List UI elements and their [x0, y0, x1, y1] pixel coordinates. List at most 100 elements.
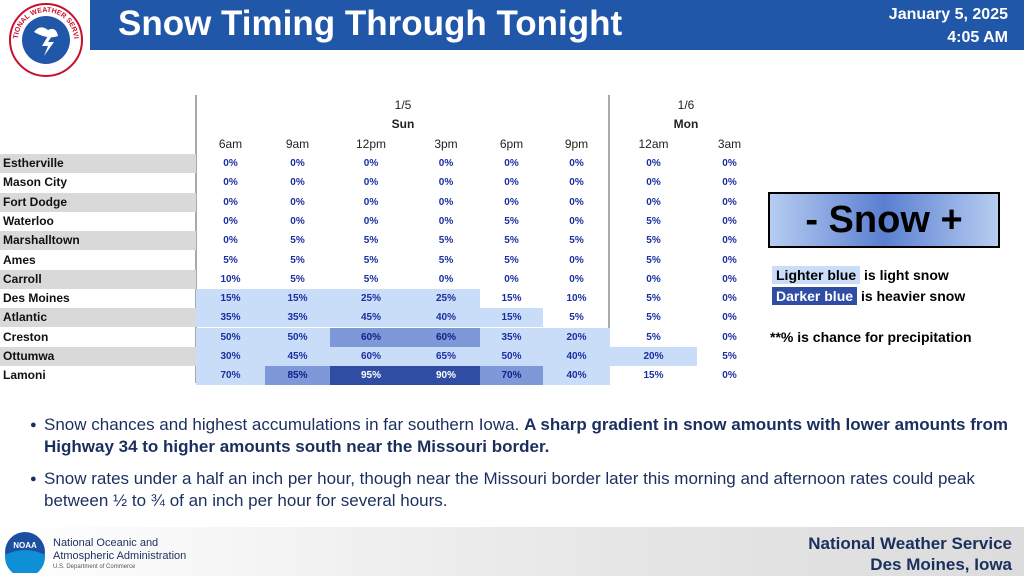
light-text: is light snow — [864, 267, 949, 283]
cell: 5% — [223, 254, 238, 266]
cell: 35% — [196, 308, 265, 328]
light-chip: Lighter blue — [772, 266, 861, 284]
footer-bar — [0, 527, 1024, 576]
cell: 50% — [196, 327, 265, 347]
cell: 85% — [265, 366, 330, 386]
dark-chip: Darker blue — [772, 287, 858, 305]
cell: 10% — [566, 293, 587, 305]
cell: 5% — [438, 235, 454, 247]
cell: 20% — [543, 327, 610, 347]
cell: 0% — [223, 158, 238, 169]
dept: U.S. Department of Commerce — [53, 564, 136, 570]
cell: 5% — [290, 254, 305, 266]
cell: 0% — [363, 196, 379, 208]
bullet-text: Snow chances and highest accumulations i… — [44, 414, 1014, 458]
cell: 0% — [722, 235, 737, 247]
cell: 5% — [569, 235, 584, 247]
cell: 0% — [722, 293, 737, 305]
row-label: Fort Dodge — [0, 192, 196, 212]
bullet-dot: ● — [30, 419, 37, 431]
cell: 90% — [412, 366, 480, 386]
cell: 20% — [610, 347, 697, 366]
org-line1: National Oceanic and — [53, 537, 159, 549]
cell: 0% — [223, 235, 238, 247]
cell: 25% — [412, 289, 480, 309]
cell: 5% — [290, 273, 305, 285]
cell: 25% — [330, 289, 412, 309]
cell: 15% — [196, 289, 265, 309]
cell: 0% — [569, 196, 584, 208]
cell: 0% — [290, 158, 305, 169]
noaa-logo: NOAA — [5, 532, 45, 573]
cell: 0% — [223, 215, 238, 227]
cell: 5% — [438, 254, 454, 266]
table-divider — [608, 95, 610, 383]
cell: 0% — [223, 177, 238, 189]
date: January 5, 2025 — [888, 6, 1008, 23]
cell: 40% — [543, 366, 610, 386]
time-header: 3am — [717, 137, 742, 151]
cell: 0% — [646, 158, 661, 169]
cell: 5% — [290, 235, 305, 247]
cell: 95% — [330, 366, 412, 386]
nws-logo: NATIONAL WEATHER SERVICE — [8, 2, 83, 77]
cell: 0% — [438, 158, 454, 169]
cell: 45% — [265, 347, 330, 366]
time-header: 12am — [638, 137, 669, 151]
cell: 0% — [504, 196, 519, 208]
cell: 0% — [569, 158, 584, 169]
cell: 0% — [363, 158, 379, 169]
cell: 5% — [504, 235, 519, 247]
cell: 0% — [363, 177, 379, 189]
cell: 5% — [646, 254, 661, 266]
time-header: 9am — [285, 137, 310, 151]
cell: 0% — [722, 215, 737, 227]
legend-note: **% is chance for precipitation — [770, 329, 972, 345]
day-header: Mon — [673, 117, 699, 131]
cell: 0% — [646, 196, 661, 208]
header-bar — [90, 0, 1024, 50]
cell: 5% — [646, 293, 661, 305]
bullet-plain: Snow chances and highest accumulations i… — [44, 415, 525, 434]
day-header: Sun — [391, 117, 415, 131]
cell: 0% — [438, 273, 454, 285]
cell: 0% — [646, 177, 661, 189]
row-label: Des Moines — [3, 291, 70, 306]
cell: 15% — [480, 308, 543, 328]
row-label: Waterloo — [3, 213, 54, 228]
cell: 40% — [412, 308, 480, 328]
cell: 15% — [501, 293, 522, 305]
cell: 0% — [722, 370, 737, 382]
snow-scale: - Snow + — [768, 192, 1000, 248]
row-label: Ottumwa — [0, 347, 196, 366]
bullet-text: Snow rates under a half an inch per hour… — [44, 468, 1014, 512]
cell: 0% — [722, 273, 737, 285]
cell: 5% — [504, 215, 519, 227]
cell: 0% — [438, 196, 454, 208]
time-header: 3pm — [434, 137, 458, 151]
legend-dark: Darker blue is heavier snow — [772, 287, 965, 305]
cell: 0% — [504, 158, 519, 169]
row-label: Carroll — [0, 269, 196, 289]
row-label: Lamoni — [3, 368, 46, 383]
cell: 5% — [646, 215, 661, 227]
title: Snow Timing Through Tonight — [118, 4, 623, 43]
legend-light: Lighter blue is light snow — [772, 266, 949, 284]
cell: 0% — [646, 273, 661, 285]
row-label: Marshalltown — [0, 231, 196, 251]
cell: 5% — [646, 331, 661, 343]
time-header: 6am — [218, 137, 243, 151]
cell: 0% — [438, 215, 454, 227]
cell: 15% — [265, 289, 330, 309]
cell: 45% — [330, 308, 412, 328]
cell: 0% — [290, 196, 305, 208]
row-label: Mason City — [3, 175, 68, 190]
row-label: Ames — [3, 252, 36, 267]
cell: 40% — [543, 347, 610, 366]
cell: 70% — [480, 366, 543, 386]
date-header: 1/6 — [677, 98, 695, 112]
cell: 0% — [722, 254, 737, 266]
cell: 0% — [569, 273, 584, 285]
row-label: Atlantic — [0, 308, 196, 328]
